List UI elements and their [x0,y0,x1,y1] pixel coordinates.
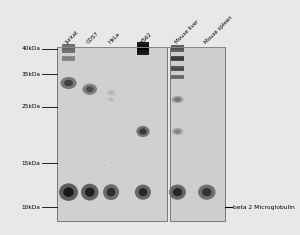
Text: 40kDa: 40kDa [22,46,40,51]
Bar [171,55,184,61]
Bar [171,75,184,79]
Text: 25kDa: 25kDa [22,105,40,110]
Text: COS7: COS7 [86,31,100,45]
Bar [137,44,148,53]
Text: 15kDa: 15kDa [22,161,40,165]
Ellipse shape [202,188,211,196]
Ellipse shape [108,98,114,101]
Ellipse shape [172,128,183,135]
Ellipse shape [103,184,119,200]
Bar [171,47,184,50]
Text: Jurkat: Jurkat [65,30,80,45]
Ellipse shape [108,91,114,94]
Text: Mouse spleen: Mouse spleen [203,15,233,45]
Ellipse shape [139,188,147,196]
Ellipse shape [198,184,216,200]
Text: beta 2 Microglobulin: beta 2 Microglobulin [233,205,295,210]
Bar [62,44,75,53]
Bar [171,57,184,60]
Bar [137,42,149,55]
Ellipse shape [64,80,73,86]
Ellipse shape [82,84,97,95]
Bar [171,76,184,78]
Ellipse shape [136,126,149,137]
Ellipse shape [63,187,74,197]
Ellipse shape [139,128,147,135]
Bar [169,47,225,221]
Bar [171,68,184,70]
Text: 35kDa: 35kDa [22,72,40,77]
Bar [62,47,75,50]
Ellipse shape [173,188,182,196]
Bar [171,66,184,71]
Ellipse shape [172,96,183,103]
Text: 10kDa: 10kDa [22,205,40,210]
Ellipse shape [106,89,116,96]
Bar [171,45,184,52]
Ellipse shape [59,183,78,201]
Ellipse shape [106,97,116,102]
Bar [56,47,167,221]
Text: Mouse liver: Mouse liver [174,19,200,45]
Ellipse shape [106,188,116,196]
Bar [62,57,75,60]
Ellipse shape [81,184,99,200]
Ellipse shape [61,77,76,89]
Text: HeLa: HeLa [107,32,121,45]
Ellipse shape [175,129,181,133]
Ellipse shape [85,188,94,197]
Ellipse shape [174,98,181,102]
Text: KS62: KS62 [140,32,153,45]
Bar [62,55,75,61]
Ellipse shape [107,161,115,166]
Ellipse shape [135,184,151,200]
Ellipse shape [109,162,113,164]
Bar [137,47,148,51]
Bar [137,46,149,51]
Ellipse shape [86,86,94,92]
Ellipse shape [169,184,186,200]
